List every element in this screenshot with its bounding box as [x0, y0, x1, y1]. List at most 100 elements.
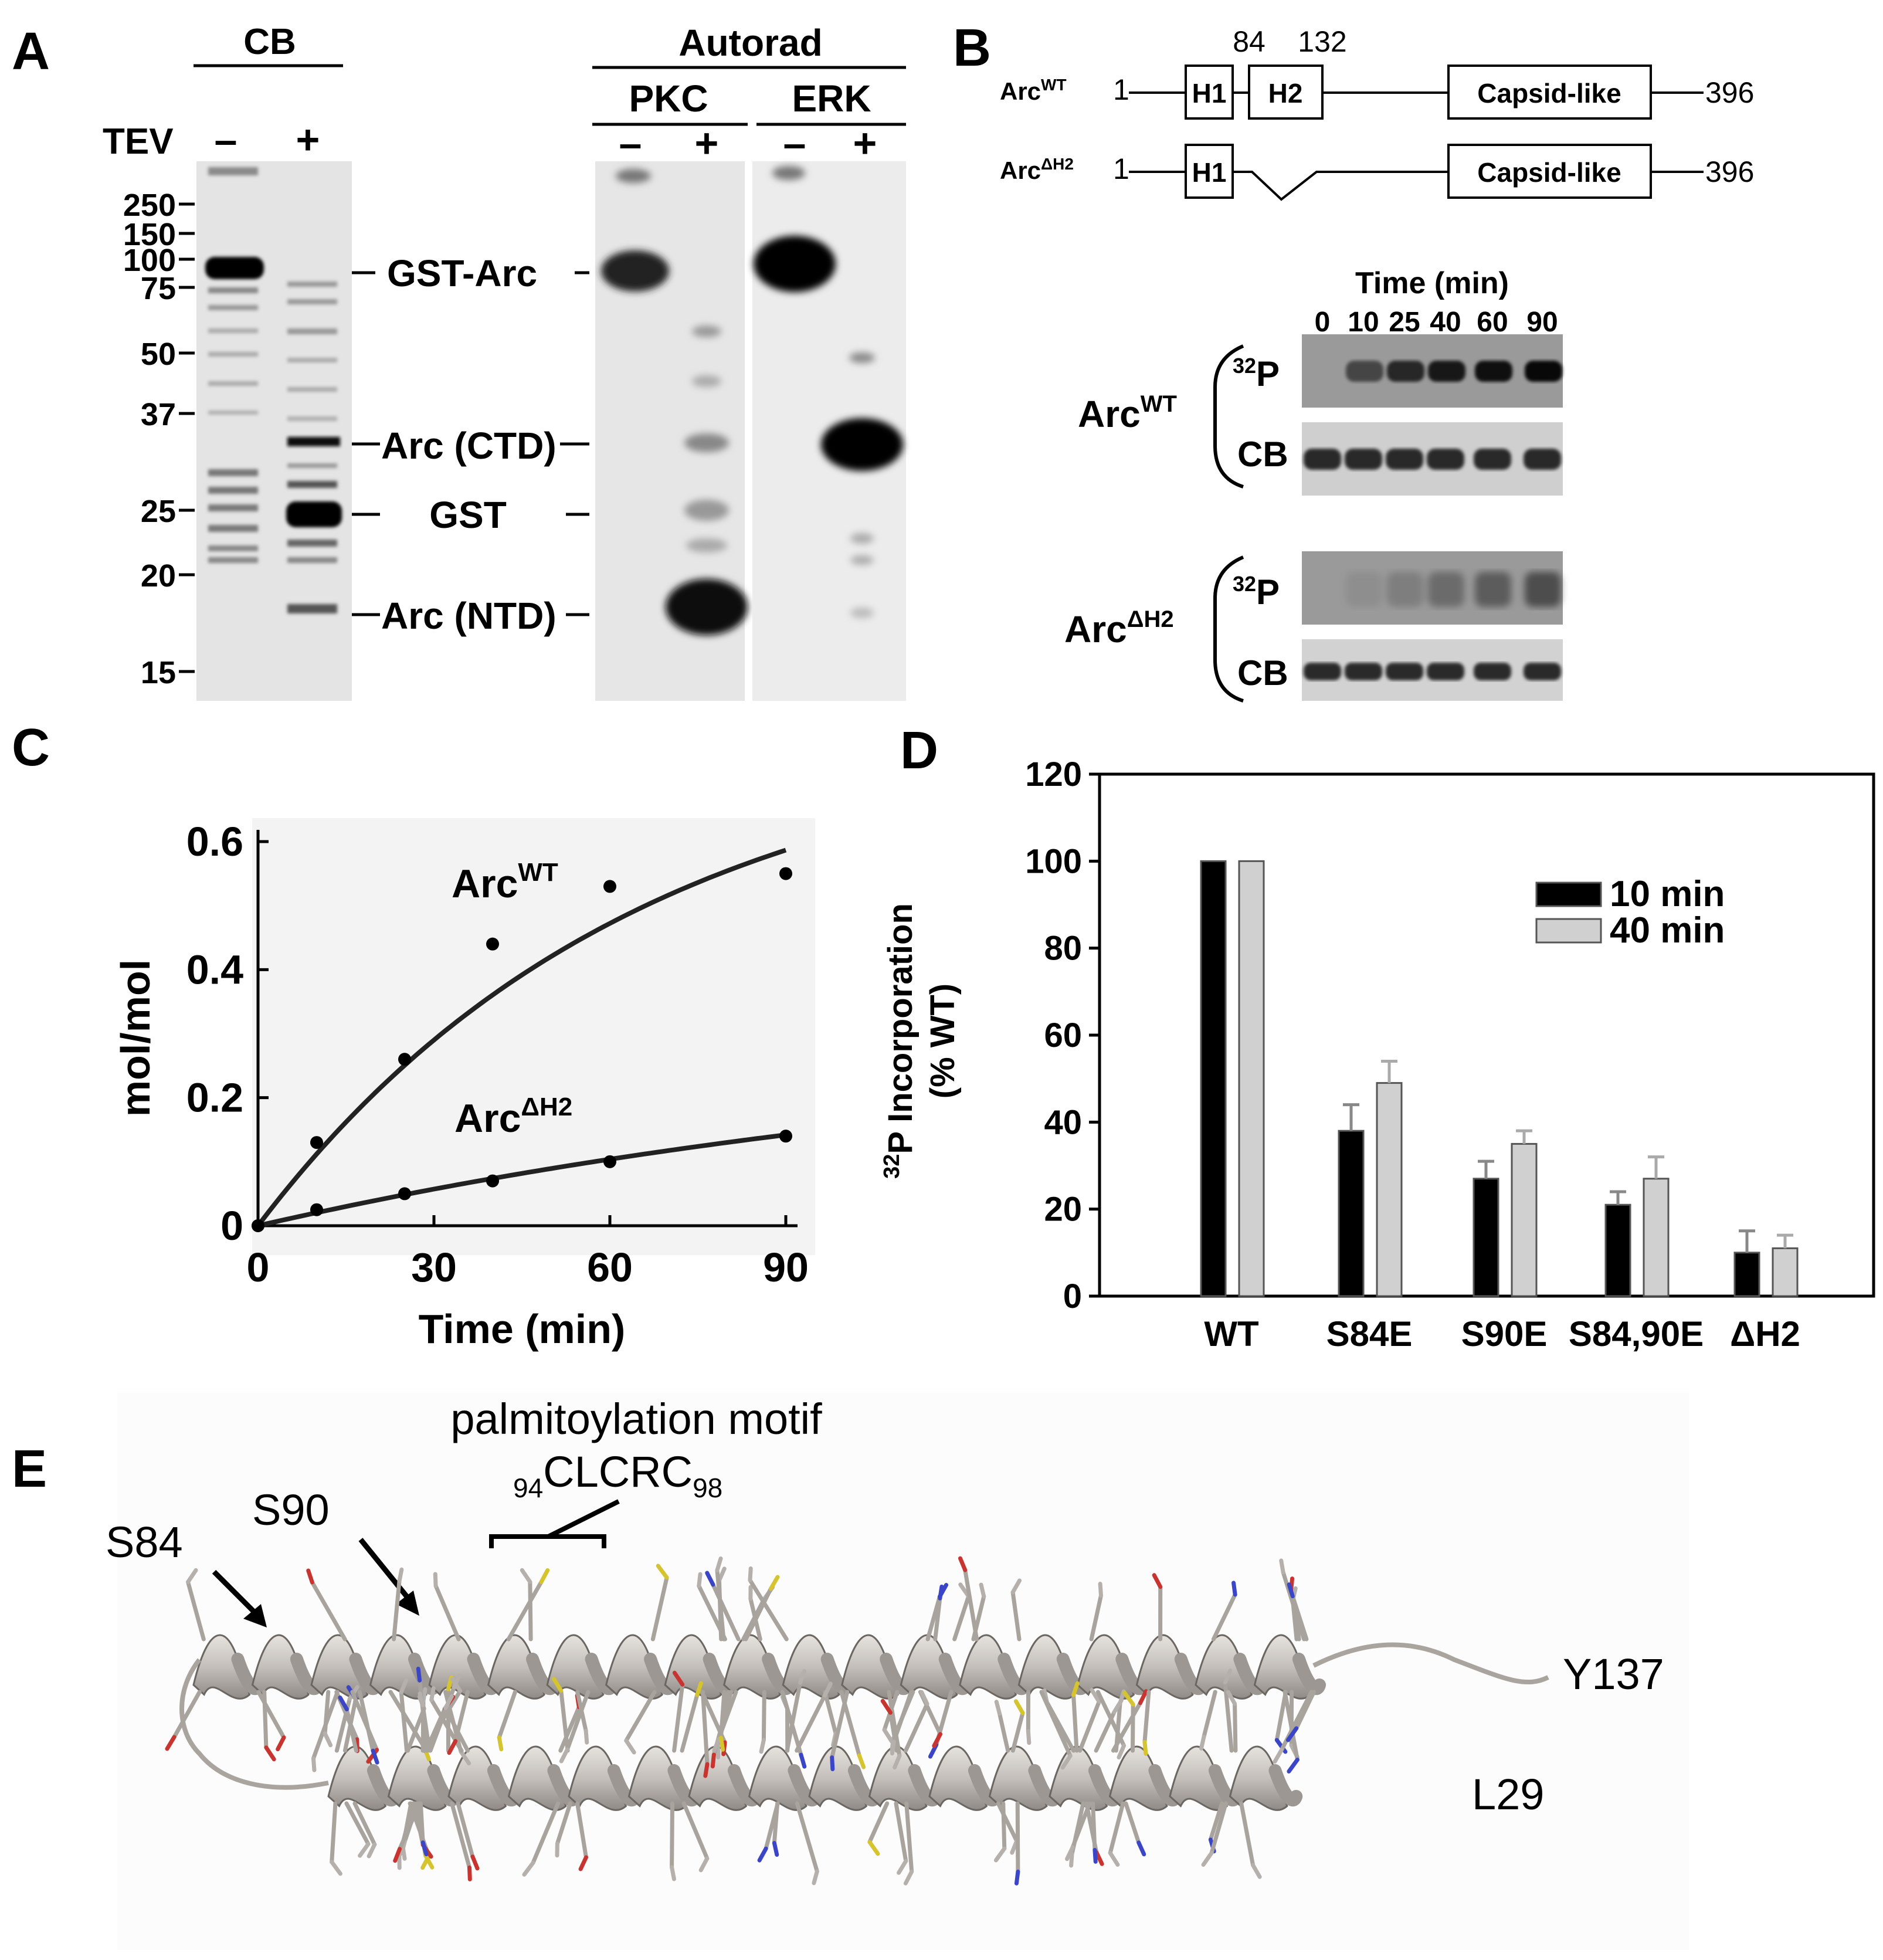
side-chain-atom	[397, 1567, 404, 1583]
side-chain-atom	[165, 1735, 177, 1751]
c-fit-curve	[257, 1132, 786, 1228]
side-chain-atom	[893, 1754, 902, 1770]
wt-32p-band	[1387, 361, 1424, 382]
cb-gel	[196, 161, 352, 701]
wt-32p-label: 32P	[1233, 354, 1280, 394]
side-chain-atom	[920, 1690, 929, 1706]
panel-c: C 0 30 60 90 0 0.2 0.4 0.6 Time (min) mol/mol Arc…	[12, 718, 815, 1352]
dh2-32p-band	[1387, 572, 1423, 607]
side-chain	[680, 1693, 700, 1753]
erk-header: ERK	[792, 77, 871, 120]
side-chain-atom	[1226, 1690, 1237, 1706]
arc-wt-end: 396	[1705, 76, 1754, 109]
side-chain-atom	[559, 1747, 569, 1764]
side-chain	[1223, 1680, 1234, 1753]
side-chain-atom	[264, 1745, 276, 1762]
side-chain-atom	[393, 1847, 402, 1863]
panel-d: D 0 20 40 60 80 100 120 WT S84E S90E S84,90E ΔH2 10 …	[880, 721, 1875, 1354]
d-y-tick-label: 40	[1044, 1103, 1082, 1141]
wt-cb-band	[1524, 449, 1561, 470]
panel-letter-b: B	[953, 19, 991, 77]
side-chain-atom	[1060, 1754, 1073, 1770]
side-chain-atom	[979, 1582, 986, 1599]
mw-marker-label: 50	[141, 337, 176, 372]
side-chain-atom	[552, 1677, 564, 1693]
arc-dh2-end: 396	[1705, 155, 1754, 188]
side-chain-atom	[358, 1842, 371, 1858]
side-chain-atom	[186, 1568, 198, 1584]
curve-label-wt: ArcWT	[452, 858, 558, 906]
side-chain-atom	[705, 1571, 715, 1587]
arc-wt-label: ArcWT	[1000, 76, 1067, 105]
side-chain-atom	[470, 1854, 480, 1871]
c-data-point	[603, 1155, 616, 1168]
side-chain	[697, 1583, 727, 1642]
side-chain-atom	[1199, 1734, 1206, 1751]
side-chain	[1208, 1801, 1224, 1842]
c-y-tick-label: 0	[220, 1203, 243, 1249]
side-chain-atom	[703, 1762, 710, 1778]
s90-arrow	[358, 1538, 413, 1603]
time-point-label: 60	[1477, 307, 1508, 338]
c-data-point	[779, 867, 792, 880]
side-chain-atom	[1026, 1729, 1032, 1745]
side-chain-atom	[672, 1670, 685, 1687]
side-chain	[418, 1801, 425, 1845]
c-data-point	[310, 1203, 323, 1216]
side-chain-atom	[1287, 1582, 1295, 1599]
pkc-header: PKC	[629, 77, 708, 120]
side-chain-atom	[772, 1841, 779, 1857]
c-x-tick-label: 30	[411, 1245, 457, 1290]
arc-wt-h1: H1	[1192, 78, 1227, 108]
side-chain-atom	[830, 1755, 835, 1772]
side-chain-atom	[1279, 1558, 1285, 1575]
side-chain-atom	[932, 1732, 943, 1748]
side-chain	[344, 1707, 358, 1753]
d-bar	[1473, 1178, 1499, 1297]
c-term-coil	[1312, 1642, 1549, 1685]
wt-cb-band	[1345, 449, 1382, 470]
d-legend-swatch	[1535, 881, 1602, 907]
side-chain-atom	[698, 1856, 710, 1873]
side-chain-atom	[710, 1752, 716, 1769]
side-chain-atom	[897, 1859, 908, 1875]
side-chain	[1283, 1690, 1300, 1762]
side-chain-atom	[306, 1568, 314, 1585]
side-chain	[1294, 1690, 1317, 1731]
side-chain-atom	[578, 1855, 588, 1871]
mw-marker-label: 37	[141, 397, 176, 432]
side-chain	[420, 1703, 432, 1753]
side-chain	[558, 1705, 581, 1753]
d-bar	[1772, 1247, 1799, 1297]
side-chain	[1094, 1710, 1117, 1753]
d-bar	[1376, 1082, 1403, 1297]
tc-arc-wt-label: ArcWT	[1078, 391, 1177, 435]
erk-plus: +	[853, 120, 877, 166]
mw-marker-label: 100	[123, 243, 176, 278]
panel-a: A CB TEV – +	[12, 22, 906, 701]
side-chain-atom	[880, 1698, 893, 1715]
site-84: 84	[1233, 25, 1265, 58]
pkc-autorad	[595, 161, 748, 701]
side-chain-atom	[1090, 1688, 1101, 1704]
time-point-label: 10	[1348, 307, 1379, 338]
mw-marker-label: 25	[141, 494, 176, 529]
side-chain-atom	[717, 1566, 727, 1583]
mw-marker-label: 75	[141, 271, 176, 306]
site-132: 132	[1298, 25, 1346, 58]
side-chain	[681, 1801, 710, 1861]
dh2-cb-band	[1345, 663, 1382, 680]
side-chain	[1202, 1690, 1217, 1739]
time-points: 0 10 25 40 60 90	[1315, 307, 1558, 338]
s84-arrow	[212, 1569, 260, 1618]
side-chain-atom	[715, 1556, 723, 1572]
side-chain	[1010, 1711, 1025, 1753]
side-chain-atom	[330, 1860, 342, 1876]
d-category-label: S90E	[1461, 1314, 1548, 1354]
side-chain	[186, 1579, 206, 1642]
side-chain-atom	[759, 1738, 766, 1754]
dh2-32p-band	[1428, 572, 1464, 607]
side-chain	[718, 1690, 727, 1740]
mw-marker-label: 250	[123, 188, 176, 223]
panel-letter-e: E	[12, 1440, 47, 1498]
